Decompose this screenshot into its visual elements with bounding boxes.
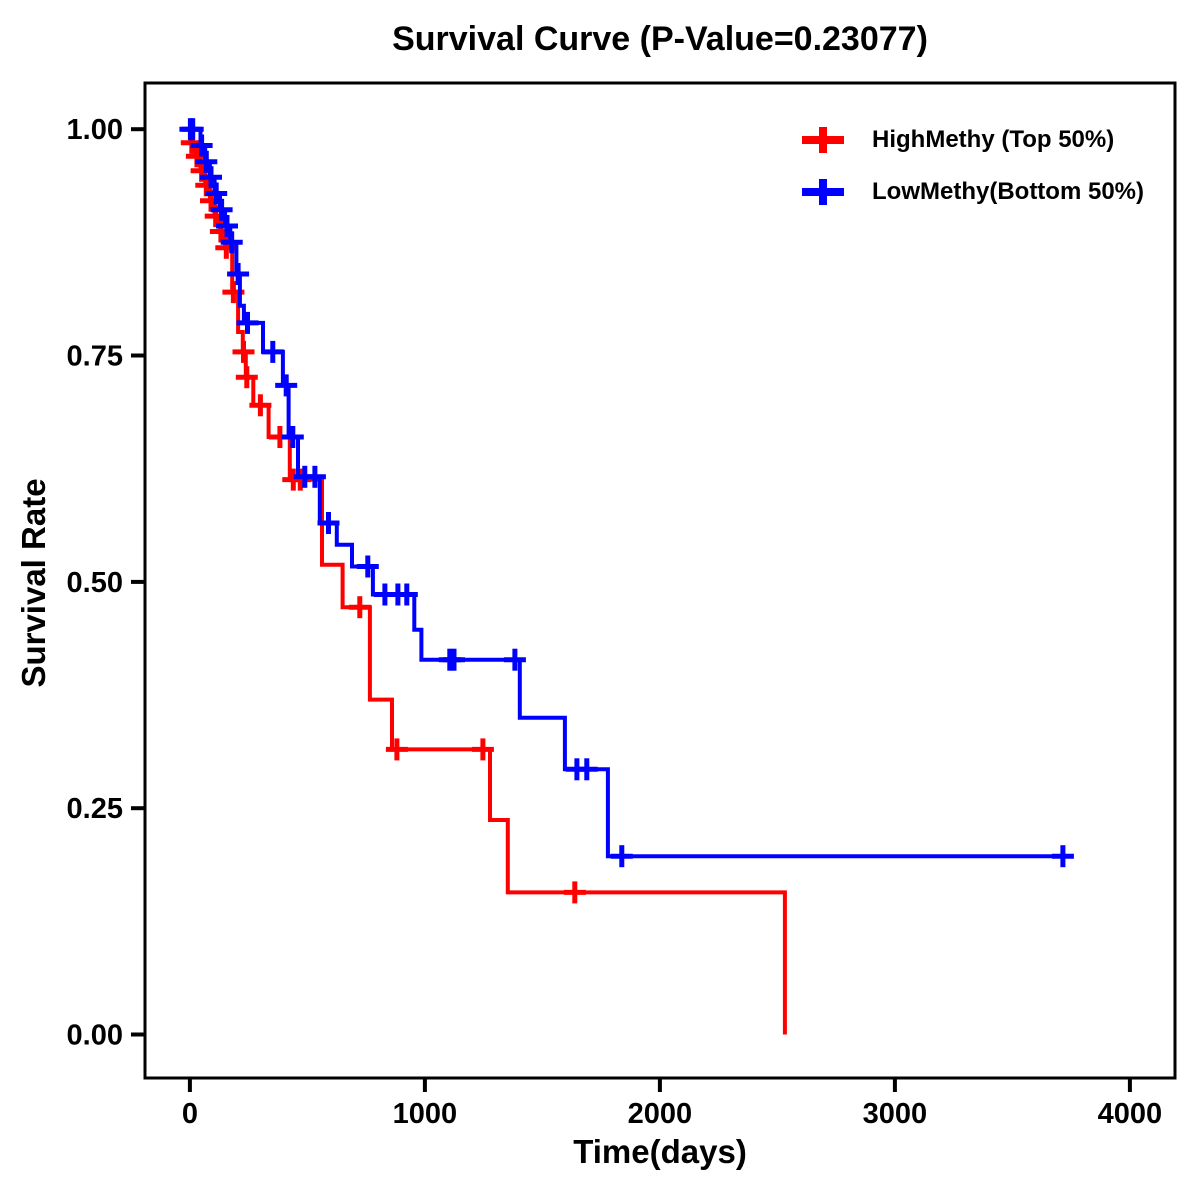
plus-marker-icon	[800, 125, 846, 155]
x-tick-label: 4000	[1098, 1098, 1163, 1130]
chart-title: Survival Curve (P-Value=0.23077)	[392, 20, 928, 58]
y-tick-label: 1.00	[67, 114, 123, 146]
plot-border	[143, 81, 1177, 1080]
y-tick-label: 0.50	[67, 567, 123, 599]
y-tick-label: 0.00	[67, 1020, 123, 1052]
legend-item-highmethy: HighMethy (Top 50%)	[800, 114, 1144, 166]
y-axis-title: Survival Rate	[15, 478, 52, 688]
legend-label-highmethy: HighMethy (Top 50%)	[872, 126, 1115, 153]
x-tick-label: 1000	[393, 1098, 458, 1130]
y-tick-label: 0.25	[67, 793, 123, 825]
x-axis-title: Time(days)	[573, 1133, 747, 1170]
x-tick-label: 0	[182, 1098, 198, 1130]
plus-marker-icon	[800, 177, 846, 207]
survival-curve	[189, 127, 1063, 859]
legend-label-lowmethy: LowMethy(Bottom 50%)	[872, 178, 1144, 205]
y-tick-label: 0.75	[67, 341, 123, 373]
x-tick-label: 3000	[863, 1098, 928, 1130]
legend-item-lowmethy: LowMethy(Bottom 50%)	[800, 166, 1144, 218]
legend: HighMethy (Top 50%) LowMethy(Bottom 50%)	[800, 114, 1144, 218]
survival-curve	[189, 127, 787, 1035]
x-tick-label: 2000	[628, 1098, 693, 1130]
